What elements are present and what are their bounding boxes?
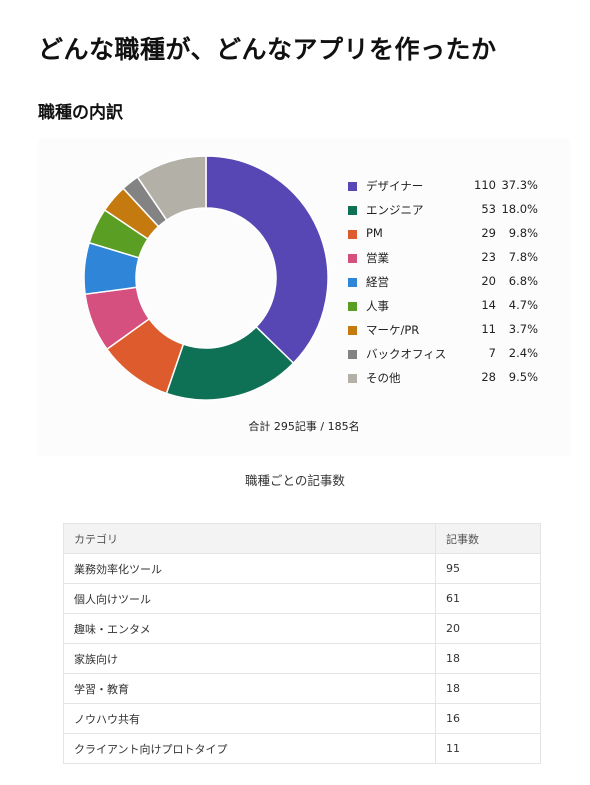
- count-cell: 61: [435, 583, 541, 614]
- legend-item: マーケ/PR 11 3.7%: [348, 320, 538, 344]
- legend-item: バックオフィス 7 2.4%: [348, 344, 538, 368]
- category-cell: 業務効率化ツール: [63, 553, 436, 584]
- legend-label: 営業: [366, 251, 389, 265]
- pie-slice-8: [136, 155, 207, 222]
- legend-item: その他 28 9.5%: [348, 368, 538, 392]
- table-row: 個人向けツール 61: [63, 583, 541, 614]
- section-title: 職種の内訳: [38, 103, 123, 123]
- count-cell: 20: [435, 613, 541, 644]
- category-cell: 学習・教育: [63, 673, 436, 704]
- legend-item: デザイナー 110 37.3%: [348, 176, 538, 200]
- chart-caption: 職種ごとの記事数: [245, 473, 345, 488]
- chart-total-label: 合計 295記事 / 185名: [248, 420, 360, 433]
- legend-item: 人事 14 4.7%: [348, 296, 538, 320]
- category-cell: 個人向けツール: [63, 583, 436, 614]
- legend-value: 53: [481, 202, 496, 216]
- legend-label: バックオフィス: [366, 347, 447, 361]
- count-cell: 16: [435, 703, 541, 734]
- legend-percent: 9.8%: [508, 226, 538, 240]
- legend-value: 23: [481, 250, 496, 264]
- column-header-category: カテゴリ: [63, 523, 436, 554]
- chart-panel: デザイナー 110 37.3% エンジニア 53 18.0% PM 29 9.8% 営業 23 7.8…: [38, 138, 570, 456]
- legend-label: マーケ/PR: [366, 323, 420, 337]
- table-row: クライアント向けプロトタイプ 11: [63, 733, 541, 764]
- chart-legend: デザイナー 110 37.3% エンジニア 53 18.0% PM 29 9.8% 営業 23 7.8…: [348, 176, 538, 392]
- legend-value: 7: [488, 346, 496, 360]
- legend-swatch: [348, 206, 357, 215]
- legend-item: エンジニア 53 18.0%: [348, 200, 538, 224]
- legend-value: 20: [481, 274, 496, 288]
- column-header-count: 記事数: [435, 523, 541, 554]
- legend-value: 11: [481, 322, 496, 336]
- table-row: 趣味・エンタメ 20: [63, 613, 541, 644]
- legend-swatch: [348, 278, 357, 287]
- table-row: 業務効率化ツール 95: [63, 553, 541, 584]
- page-title: どんな職種が、どんなアプリを作ったか: [38, 35, 497, 64]
- legend-label: 経営: [366, 275, 389, 289]
- legend-value: 14: [481, 298, 496, 312]
- legend-swatch: [348, 350, 357, 359]
- count-cell: 95: [435, 553, 541, 584]
- table-row: 学習・教育 18: [63, 673, 541, 704]
- legend-value: 28: [481, 370, 496, 384]
- legend-value: 110: [474, 178, 496, 192]
- category-cell: ノウハウ共有: [63, 703, 436, 734]
- pie-slice-0: [205, 155, 329, 365]
- legend-label: その他: [366, 371, 401, 385]
- category-cell: クライアント向けプロトタイプ: [63, 733, 436, 764]
- legend-swatch: [348, 374, 357, 383]
- category-cell: 趣味・エンタメ: [63, 613, 436, 644]
- legend-label: PM: [366, 226, 383, 240]
- legend-percent: 3.7%: [508, 322, 538, 336]
- legend-swatch: [348, 302, 357, 311]
- legend-swatch: [348, 326, 357, 335]
- legend-percent: 18.0%: [501, 202, 538, 216]
- legend-item: 経営 20 6.8%: [348, 272, 538, 296]
- table-row: 家族向け 18: [63, 643, 541, 674]
- legend-label: エンジニア: [366, 203, 424, 217]
- legend-swatch: [348, 254, 357, 263]
- table-row: ノウハウ共有 16: [63, 703, 541, 734]
- legend-item: 営業 23 7.8%: [348, 248, 538, 272]
- legend-percent: 2.4%: [508, 346, 538, 360]
- legend-swatch: [348, 182, 357, 191]
- category-cell: 家族向け: [63, 643, 436, 674]
- donut-chart: [83, 155, 329, 401]
- count-cell: 18: [435, 643, 541, 674]
- count-cell: 18: [435, 673, 541, 704]
- category-table: カテゴリ 記事数 業務効率化ツール 95 個人向けツール 61 趣味・エンタメ 20 家族向…: [63, 523, 541, 764]
- legend-value: 29: [481, 226, 496, 240]
- count-cell: 11: [435, 733, 541, 764]
- legend-percent: 4.7%: [508, 298, 538, 312]
- legend-percent: 9.5%: [508, 370, 538, 384]
- legend-swatch: [348, 230, 357, 239]
- legend-item: PM 29 9.8%: [348, 224, 538, 248]
- legend-percent: 37.3%: [501, 178, 538, 192]
- legend-percent: 7.8%: [508, 250, 538, 264]
- legend-percent: 6.8%: [508, 274, 538, 288]
- legend-label: 人事: [366, 299, 389, 313]
- table-header-row: カテゴリ 記事数: [63, 523, 541, 554]
- legend-label: デザイナー: [366, 179, 424, 193]
